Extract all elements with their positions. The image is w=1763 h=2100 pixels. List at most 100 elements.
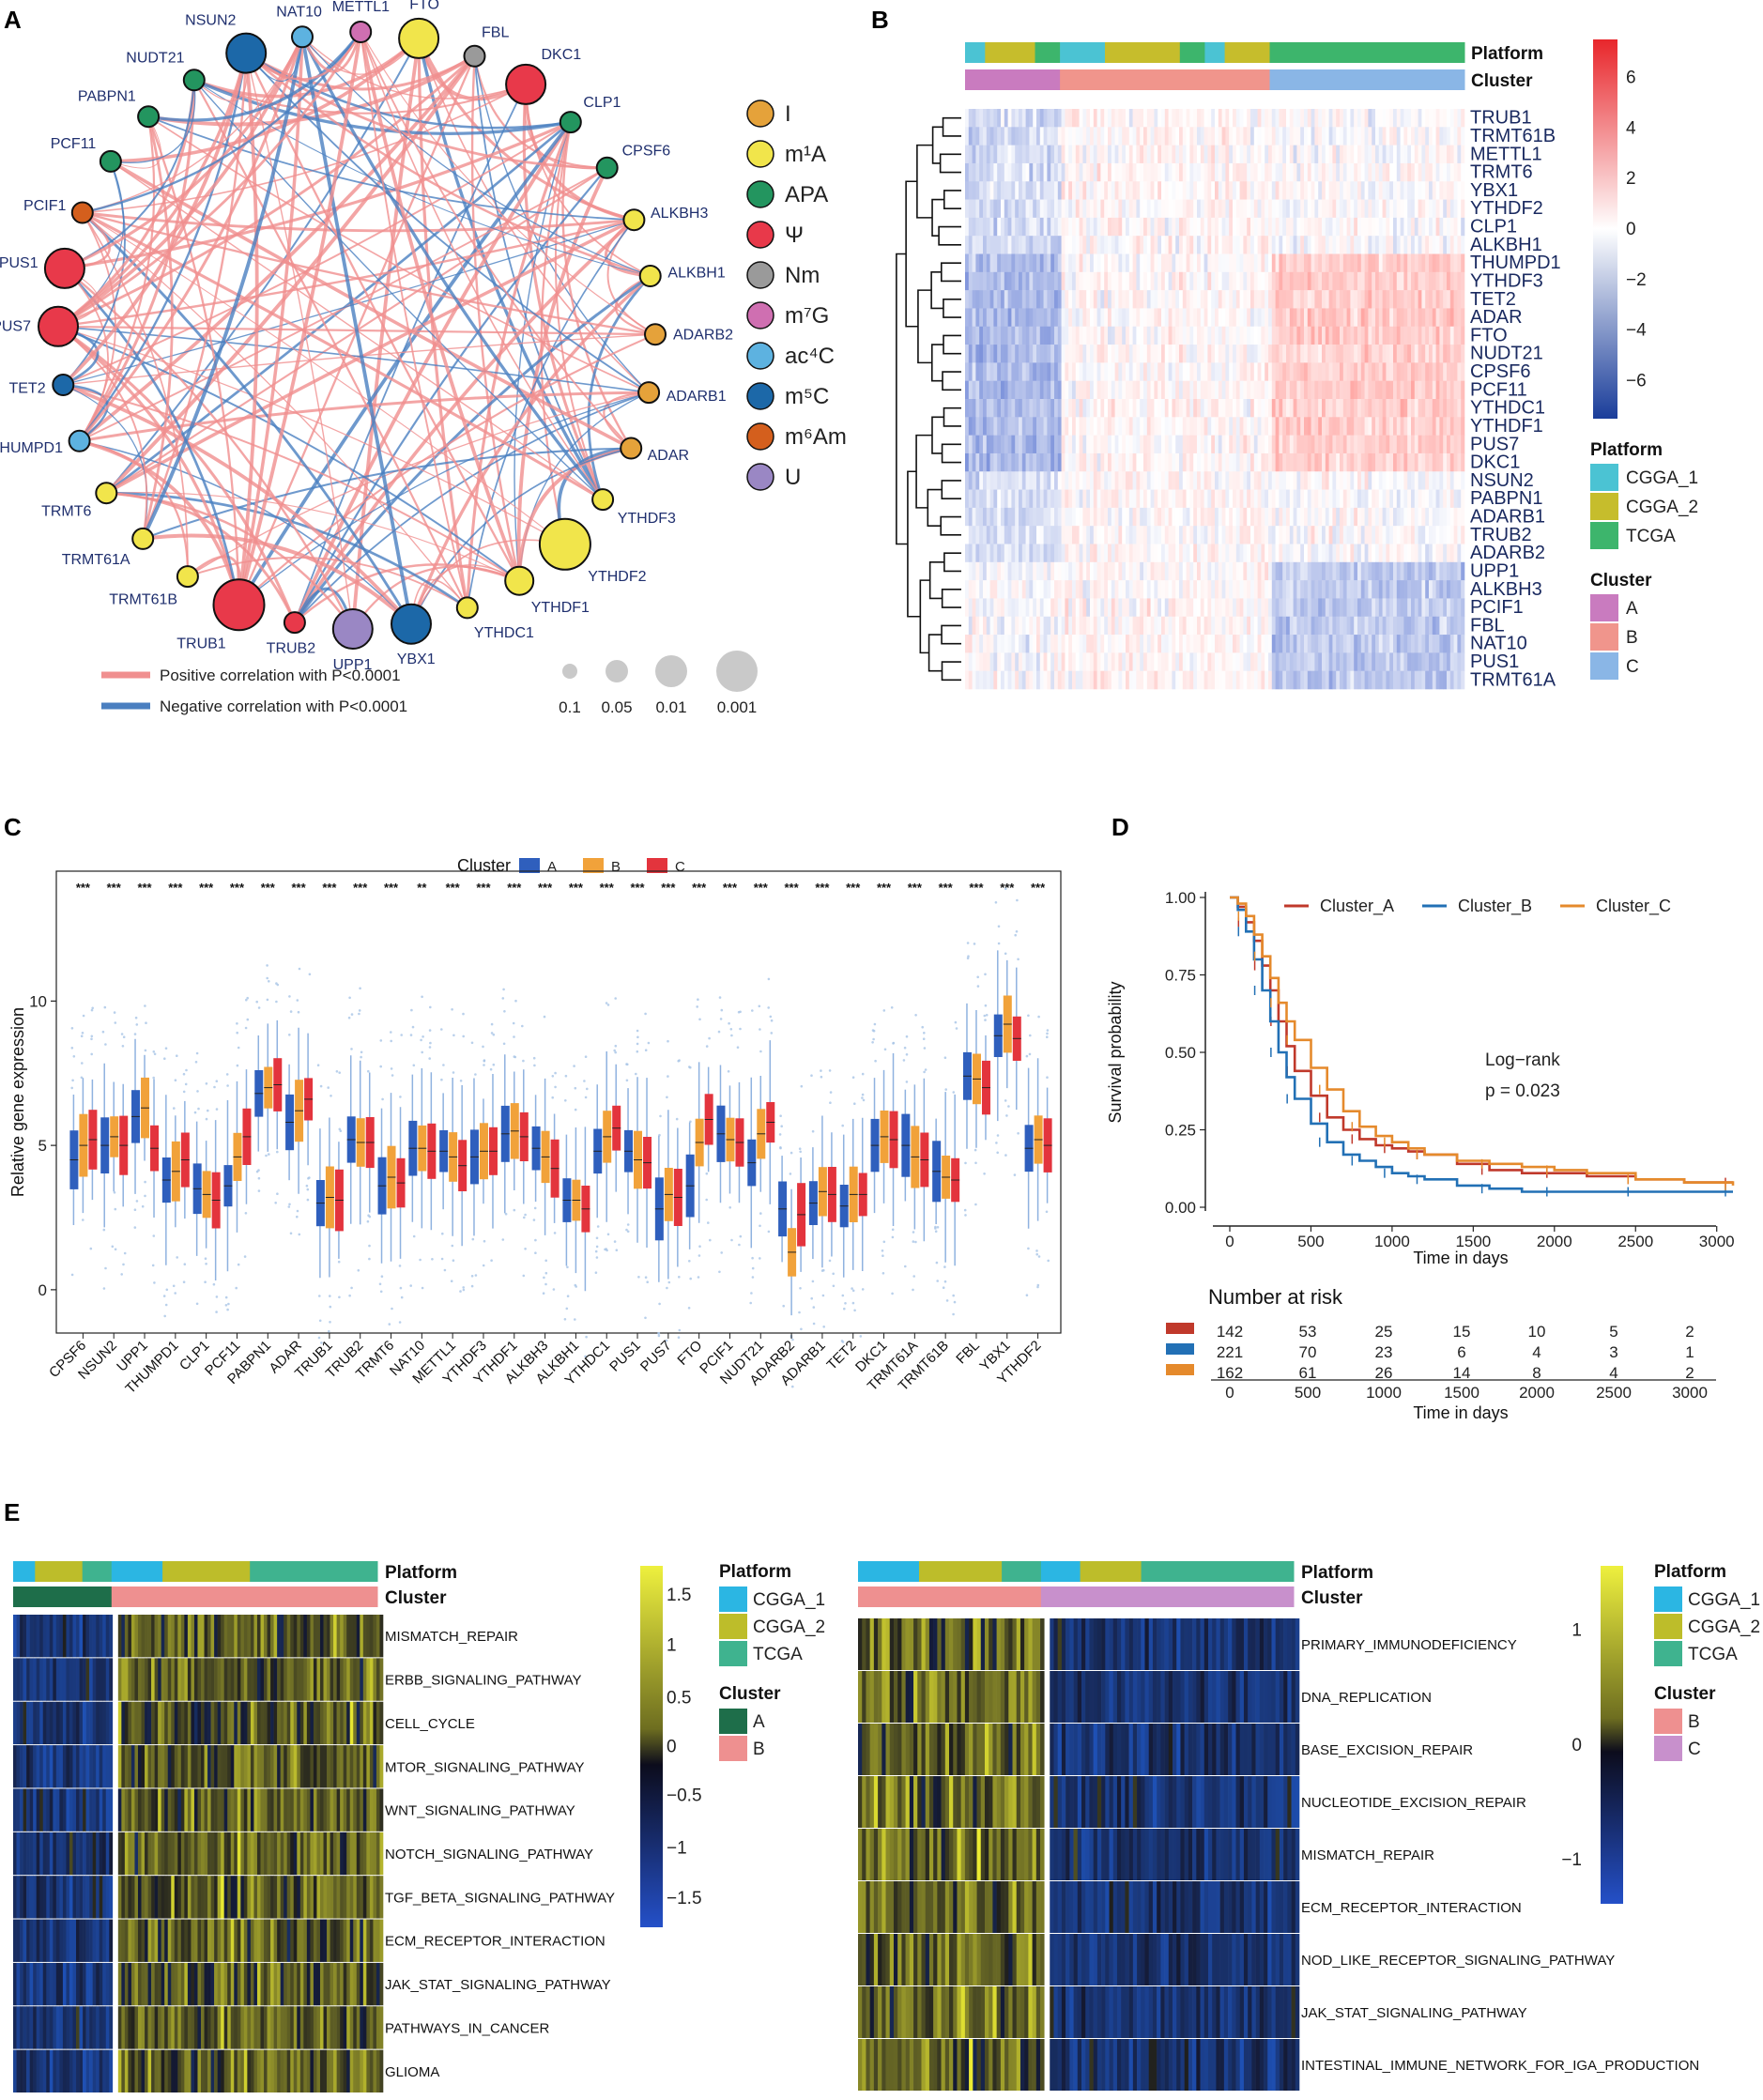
heatmap-cell — [1211, 127, 1216, 146]
heatmap-cell — [1229, 127, 1234, 146]
heatmap-cell — [1068, 145, 1073, 164]
heatmap-cell — [1090, 580, 1095, 599]
heatmap-cell — [1325, 345, 1329, 363]
heatmap-cell — [1011, 399, 1016, 418]
heatmap-cell — [1211, 670, 1216, 690]
heatmap-cell — [1132, 598, 1137, 618]
heatmap-cell — [975, 362, 980, 381]
heatmap-cell — [993, 526, 998, 544]
heatmap-cell — [1443, 598, 1448, 618]
boxplots — [69, 887, 1052, 1388]
heatmap-cell — [1407, 162, 1412, 182]
heatmap-cell — [1029, 544, 1034, 563]
heatmap-cell — [1007, 561, 1012, 581]
heatmap-cell — [1039, 271, 1044, 291]
heatmap-cell — [1197, 109, 1202, 128]
heatmap-cell — [972, 326, 976, 345]
heatmap-cell — [1439, 181, 1444, 200]
heatmap-cell — [975, 652, 980, 671]
heatmap-cell — [1057, 507, 1062, 527]
heatmap-cell — [1282, 253, 1287, 273]
heatmap-cell — [1289, 290, 1294, 309]
heatmap-cell — [1068, 217, 1073, 237]
heatmap-cell — [1021, 145, 1026, 164]
heatmap-cell — [1400, 236, 1404, 254]
heatmap-cell — [1175, 109, 1180, 128]
heatmap-cell — [1221, 417, 1226, 436]
heatmap-cell — [1100, 526, 1105, 544]
heatmap-cell — [1360, 598, 1365, 618]
heatmap-cell — [1304, 181, 1309, 200]
cluster-legend-title: Cluster — [1590, 571, 1652, 590]
heatmap-cell — [1175, 471, 1180, 490]
heatmap-cell — [1322, 162, 1326, 182]
heatmap-cell — [1235, 271, 1240, 291]
heatmap-cell — [1449, 561, 1454, 581]
heatmap-cell — [1215, 109, 1219, 128]
heatmap-cell — [1021, 308, 1026, 328]
heatmap-cell — [1378, 544, 1383, 563]
heatmap-cell — [1126, 127, 1130, 146]
heatmap-cell — [1372, 253, 1376, 273]
heatmap-cell — [1218, 217, 1222, 237]
heatmap-cell — [1350, 253, 1355, 273]
heatmap-cell — [1375, 526, 1380, 544]
heatmap-cell — [1015, 670, 1019, 690]
heatmap-cell — [1457, 253, 1462, 273]
heatmap-cell — [1247, 489, 1251, 509]
heatmap-cell — [1449, 162, 1454, 182]
heatmap-cell — [1447, 290, 1451, 309]
heatmap-cell — [1007, 271, 1012, 291]
heatmap-cell — [1132, 345, 1137, 363]
heatmap-cell — [993, 452, 998, 472]
heatmap-cell — [1111, 127, 1115, 146]
heatmap-cell — [1229, 489, 1234, 509]
heatmap-cell — [1122, 526, 1127, 544]
heatmap-cell — [1449, 452, 1454, 472]
heatmap-cell — [1157, 635, 1162, 653]
heatmap-cell — [1372, 326, 1376, 345]
heatmap-cell — [1164, 217, 1169, 237]
heatmap-cell — [1126, 471, 1130, 490]
heatmap-cell — [1164, 544, 1169, 563]
heatmap-cell — [1057, 271, 1062, 291]
positive-edge — [245, 52, 476, 91]
heatmap-cell — [1354, 417, 1358, 436]
heatmap-cell — [1172, 253, 1176, 273]
heatmap-cell — [1082, 544, 1087, 563]
size-legend-label: 0.01 — [655, 698, 686, 716]
heatmap-cell — [1050, 616, 1055, 636]
heatmap-cell — [1043, 489, 1048, 509]
heatmap-cell — [1207, 181, 1212, 200]
heatmap-cell — [1143, 145, 1148, 164]
heatmap-cell — [1279, 580, 1283, 599]
heatmap-cell — [1200, 199, 1204, 219]
heatmap-cell — [1164, 127, 1169, 146]
node-ythdc1 — [455, 596, 479, 620]
heatmap-cell — [1239, 598, 1244, 618]
heatmap-cell — [1218, 670, 1222, 690]
heatmap-cell — [1425, 417, 1430, 436]
heatmap-cell — [1111, 271, 1115, 291]
heatmap-cell — [1021, 253, 1026, 273]
heatmap-cell — [986, 199, 990, 219]
heatmap-cell — [1432, 109, 1436, 128]
heatmap-cell — [1279, 380, 1283, 400]
heatmap-cell — [1021, 109, 1026, 128]
heatmap-cell — [1229, 145, 1234, 164]
heatmap-cell — [1189, 217, 1194, 237]
heatmap-cell — [1253, 127, 1258, 146]
heatmap-cell — [1382, 362, 1387, 381]
heatmap-cell — [1025, 345, 1030, 363]
heatmap-cell — [1261, 507, 1265, 527]
heatmap-cell — [1239, 181, 1244, 200]
outlier-point — [113, 1191, 116, 1194]
heatmap-cell — [1318, 253, 1323, 273]
heatmap-cell — [1118, 253, 1123, 273]
heatmap-cell — [975, 417, 980, 436]
heatmap-cell — [1197, 308, 1202, 328]
heatmap-cell — [1015, 471, 1019, 490]
heatmap-cell — [1093, 435, 1097, 454]
heatmap-cell — [1449, 380, 1454, 400]
negative-edge — [141, 36, 304, 540]
